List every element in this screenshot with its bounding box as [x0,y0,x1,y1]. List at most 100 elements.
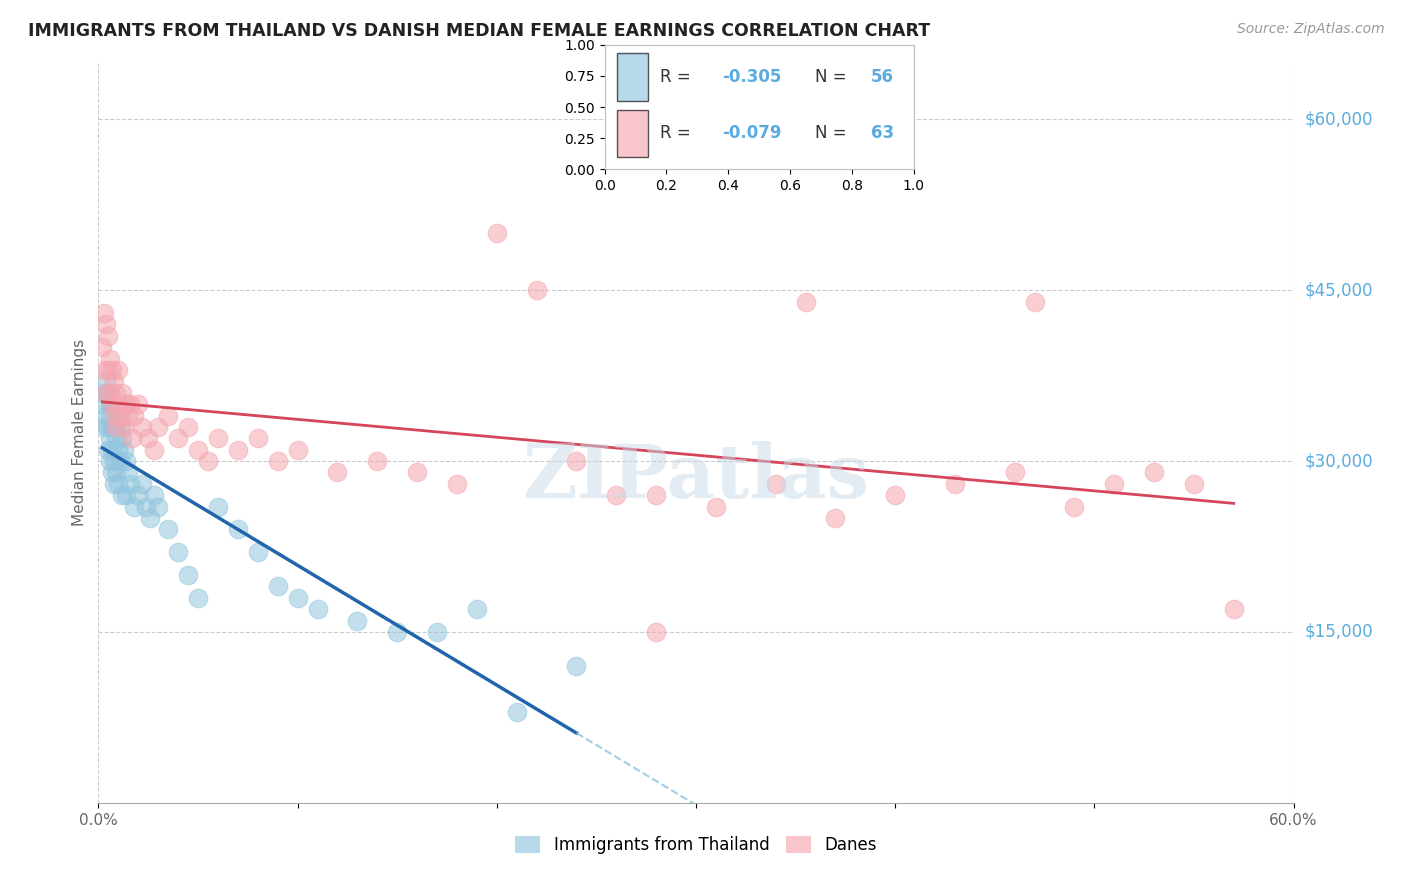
Point [120,397,142,411]
Point [91,397,114,411]
Point [485,227,508,241]
Text: R =: R = [661,68,696,86]
Point [112,442,135,457]
Point [207,431,229,445]
Point [446,476,468,491]
Point [93,420,115,434]
Point [96,409,118,423]
Point [98,409,122,423]
Point [97,328,120,343]
Point [287,591,309,605]
Text: ZIPatlas: ZIPatlas [523,441,869,514]
Point [101,363,124,377]
Point [115,488,138,502]
Point [131,420,153,434]
Point [107,476,129,491]
Point [526,283,548,297]
Point [93,306,115,320]
Point [506,705,529,719]
Point [1104,476,1126,491]
Point [187,591,209,605]
Point [366,454,388,468]
Text: $30,000: $30,000 [1305,452,1374,470]
Text: 63: 63 [870,124,894,142]
Point [177,568,200,582]
FancyBboxPatch shape [617,110,648,157]
Point [187,442,209,457]
Text: N =: N = [815,68,852,86]
Point [167,431,190,445]
Point [326,466,349,480]
Point [148,500,170,514]
Point [1063,500,1085,514]
Point [115,454,138,468]
Point [98,454,122,468]
Point [97,442,120,457]
Point [98,431,122,445]
Point [246,545,269,559]
Text: 56: 56 [870,68,894,86]
Point [127,488,149,502]
Text: -0.305: -0.305 [723,68,782,86]
Text: N =: N = [815,124,852,142]
Point [93,363,115,377]
Point [107,397,129,411]
Point [135,500,157,514]
FancyBboxPatch shape [617,54,648,101]
Text: R =: R = [661,124,696,142]
Point [96,318,118,332]
Point [107,363,129,377]
Point [110,454,132,468]
Point [943,476,966,491]
Point [287,442,309,457]
Text: Source: ZipAtlas.com: Source: ZipAtlas.com [1237,22,1385,37]
Point [1143,466,1166,480]
Point [110,420,132,434]
Point [103,409,125,423]
Point [267,579,290,593]
Point [1024,294,1046,309]
Point [385,624,409,639]
Point [91,340,114,354]
Point [105,385,128,400]
Text: $60,000: $60,000 [1305,111,1374,128]
Point [143,488,166,502]
Point [645,624,668,639]
Text: IMMIGRANTS FROM THAILAND VS DANISH MEDIAN FEMALE EARNINGS CORRELATION CHART: IMMIGRANTS FROM THAILAND VS DANISH MEDIA… [28,22,931,40]
Point [107,409,129,423]
Point [103,454,125,468]
Point [105,420,128,434]
Text: $15,000: $15,000 [1305,623,1374,641]
Point [93,385,115,400]
Point [96,385,118,400]
Point [124,500,146,514]
Point [426,624,449,639]
Point [97,420,120,434]
Text: -0.079: -0.079 [723,124,782,142]
Point [111,385,134,400]
Point [565,454,588,468]
Point [101,397,124,411]
Point [824,511,846,525]
Point [111,431,134,445]
Point [103,375,125,389]
Point [1182,476,1205,491]
Point [98,351,122,366]
Point [124,409,146,423]
Point [246,431,269,445]
Point [406,466,429,480]
Point [1223,602,1246,616]
Point [105,466,128,480]
Point [103,476,125,491]
Point [605,488,627,502]
Point [110,409,132,423]
Y-axis label: Median Female Earnings: Median Female Earnings [72,339,87,526]
Point [115,397,138,411]
Point [465,602,488,616]
Point [143,442,166,457]
Point [794,294,817,309]
Point [97,363,120,377]
Point [101,442,124,457]
Point [121,431,143,445]
Point [139,511,162,525]
